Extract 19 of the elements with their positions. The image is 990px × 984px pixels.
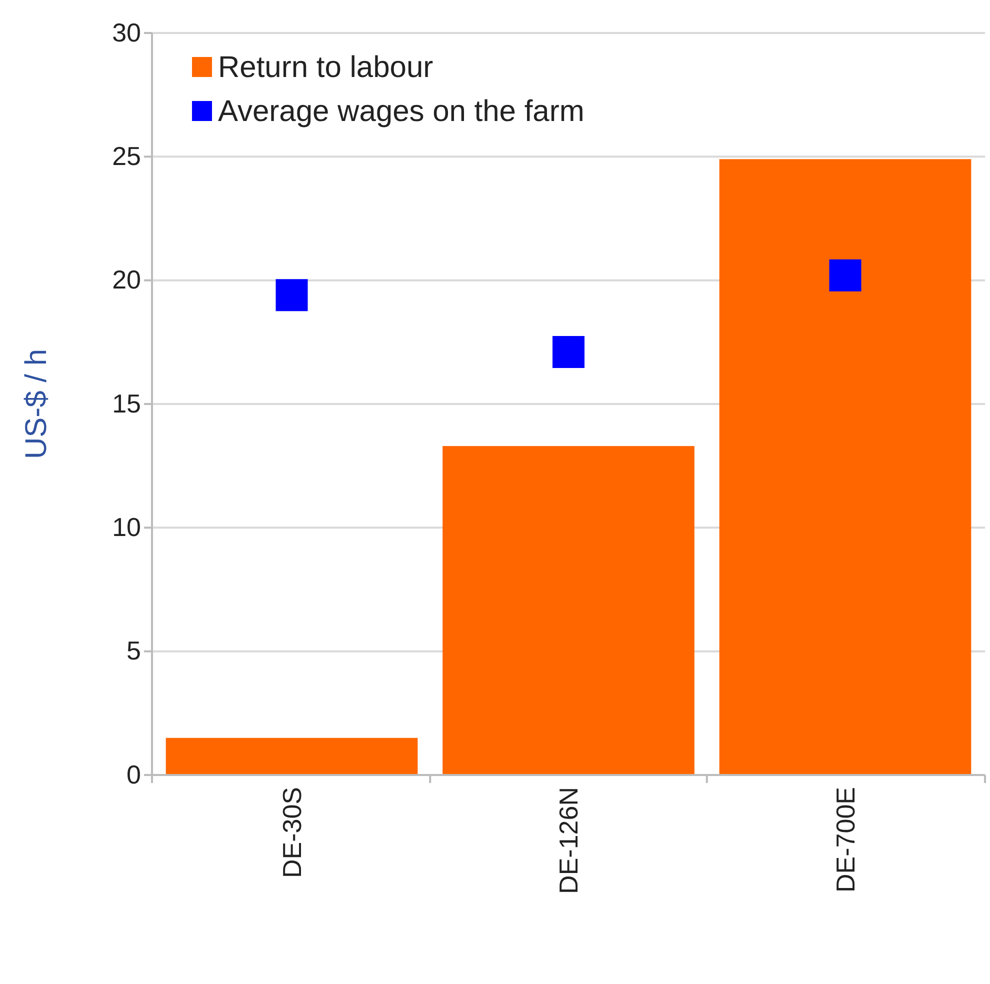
y-tick-label: 10 xyxy=(112,512,141,542)
y-tick-label: 0 xyxy=(126,759,141,790)
bar xyxy=(442,446,694,775)
point xyxy=(829,259,862,292)
point xyxy=(276,279,308,312)
y-tick-label: 25 xyxy=(112,140,141,171)
bar xyxy=(719,159,972,775)
point xyxy=(552,336,584,368)
x-tick-label: DE-700E xyxy=(830,787,860,892)
y-tick-label: 20 xyxy=(112,264,141,295)
y-tick-label: 30 xyxy=(112,17,141,48)
y-tick-label: 5 xyxy=(126,636,141,666)
legend-label: Return to labour xyxy=(218,51,434,84)
y-tick-label: 15 xyxy=(112,388,141,418)
bar xyxy=(166,738,418,775)
legend-label: Average wages on the farm xyxy=(218,95,584,128)
x-tick-label: DE-126N xyxy=(554,787,584,894)
y-axis-title: US-$ / h xyxy=(20,348,53,460)
x-tick-label: DE-30S xyxy=(276,787,307,878)
